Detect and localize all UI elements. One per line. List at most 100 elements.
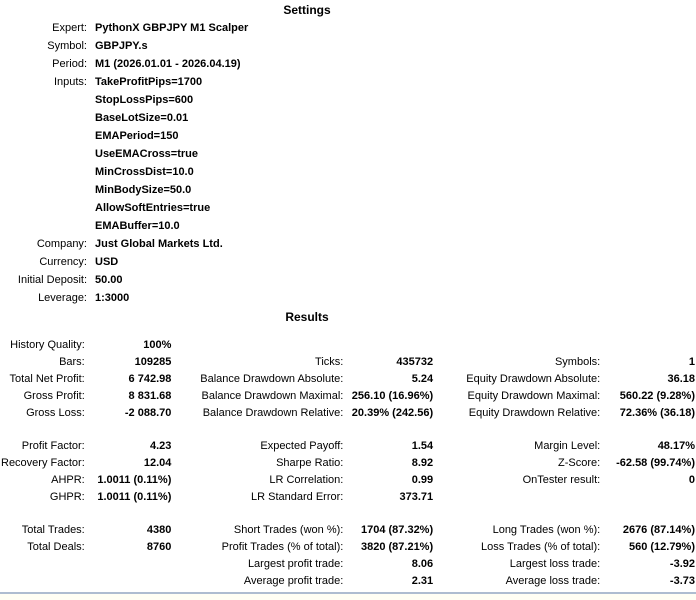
setting-label: [0, 91, 88, 109]
setting-label: [0, 127, 88, 145]
setting-value: AllowSoftEntries=true: [95, 202, 211, 214]
result-value: [89, 555, 173, 572]
settings-row: Initial Deposit: 50.00: [0, 271, 656, 289]
result-label: Total Trades:: [21, 523, 85, 536]
bottom-panel-strip: [0, 592, 696, 600]
setting-label: Inputs:: [53, 76, 87, 88]
setting-label: Symbol:: [47, 40, 87, 52]
results-table: History Quality: 100% Bars: 109285 Ticks: 435…: [0, 336, 696, 600]
result-value: 373.71: [399, 490, 434, 503]
setting-value: EMABuffer=10.0: [95, 220, 180, 232]
result-label: Expected Payoff:: [260, 439, 344, 452]
setting-value: 1:3000: [95, 292, 130, 304]
result-label: Short Trades (won %):: [233, 523, 344, 536]
results-row: History Quality: 100%: [0, 336, 696, 353]
result-value: -62.58 (99.74%): [616, 456, 695, 469]
result-label: Equity Drawdown Relative:: [468, 406, 601, 419]
result-label: Margin Level:: [534, 439, 601, 452]
result-value: 8.06: [411, 557, 434, 570]
setting-value: UseEMACross=true: [95, 148, 199, 160]
setting-label: [0, 163, 88, 181]
result-label: Gross Profit:: [23, 389, 85, 402]
result-label: Largest profit trade:: [247, 557, 344, 570]
results-row: Total Trades: 4380 Short Trades (won %): 17…: [0, 521, 696, 538]
settings-row: Expert: PythonX GBPJPY M1 Scalper: [0, 19, 656, 37]
setting-value: USD: [95, 256, 119, 268]
setting-label: [0, 199, 88, 217]
setting-label: Company:: [36, 238, 87, 250]
setting-value: 50.00: [95, 274, 123, 286]
result-label: [172, 336, 347, 353]
settings-row: EMAPeriod=150: [0, 127, 656, 145]
result-label: Average profit trade:: [243, 574, 344, 587]
result-value: 100%: [143, 338, 172, 351]
result-label: Profit Factor:: [21, 439, 85, 452]
result-label: Balance Drawdown Relative:: [202, 406, 344, 419]
setting-value: BaseLotSize=0.01: [95, 112, 189, 124]
result-value: 3820 (87.21%): [360, 540, 434, 553]
result-value: 12.04: [143, 456, 172, 469]
result-label: [434, 488, 604, 505]
settings-rows: Expert: PythonX GBPJPY M1 Scalper Symbol: G…: [0, 19, 656, 307]
result-value: -3.92: [669, 557, 695, 570]
result-label: LR Standard Error:: [251, 490, 344, 503]
result-value: 48.17%: [657, 439, 695, 452]
setting-label: [0, 145, 88, 163]
result-label: Z-Score:: [558, 456, 601, 469]
result-value: 1: [688, 355, 695, 368]
result-value: 560 (12.79%): [628, 540, 695, 553]
setting-value: M1 (2026.01.01 - 2026.04.19): [95, 58, 241, 70]
result-value: 1.54: [411, 439, 434, 452]
result-value: 0: [688, 473, 695, 486]
setting-label: Period:: [52, 58, 87, 70]
results-spacer-row: [0, 505, 696, 521]
result-label: AHPR:: [51, 473, 85, 486]
results-row: GHPR: 1.0011 (0.11%) LR Standard Error: 373…: [0, 488, 696, 505]
settings-section-title: Settings: [283, 3, 331, 17]
setting-value: EMAPeriod=150: [95, 130, 179, 142]
results-row: Profit Factor: 4.23 Expected Payoff: 1.54 Ma…: [0, 437, 696, 454]
results-row: Total Net Profit: 6 742.98 Balance Drawdow…: [0, 370, 696, 387]
result-label: Bars:: [59, 355, 85, 368]
result-label: [434, 336, 604, 353]
result-value: 2.31: [411, 574, 434, 587]
result-value: 36.18: [667, 372, 695, 385]
result-label: [0, 572, 89, 589]
result-label: Equity Drawdown Maximal:: [467, 389, 601, 402]
result-value: 5.24: [411, 372, 434, 385]
result-label: Loss Trades (% of total):: [480, 540, 601, 553]
results-row: Gross Profit: 8 831.68 Balance Drawdown Ma…: [0, 387, 696, 404]
setting-label: Expert:: [52, 22, 87, 34]
result-value: 1704 (87.32%): [360, 523, 434, 536]
result-label: Ticks:: [315, 355, 344, 368]
settings-row: EMABuffer=10.0: [0, 217, 656, 235]
result-value: 0.99: [411, 473, 434, 486]
settings-row: BaseLotSize=0.01: [0, 109, 656, 127]
result-value: -2 088.70: [124, 406, 172, 419]
result-label: Equity Drawdown Absolute:: [466, 372, 601, 385]
results-row: Gross Loss: -2 088.70 Balance Drawdown Rel…: [0, 404, 696, 421]
spacer-cell: [0, 505, 696, 521]
setting-value: GBPJPY.s: [95, 40, 148, 52]
result-label: Sharpe Ratio:: [276, 456, 344, 469]
result-value: [89, 572, 173, 589]
result-value: 4380: [146, 523, 172, 536]
result-value: 1.0011 (0.11%): [97, 490, 172, 503]
results-row: Bars: 109285 Ticks: 435732 Symbols: 1: [0, 353, 696, 370]
settings-table: Expert: PythonX GBPJPY M1 Scalper Symbol: G…: [0, 19, 656, 307]
setting-value: PythonX GBPJPY M1 Scalper: [95, 22, 249, 34]
result-label: Total Net Profit:: [9, 372, 85, 385]
setting-label: Currency:: [39, 256, 87, 268]
result-value: 2676 (87.14%): [622, 523, 695, 536]
result-label: Largest loss trade:: [509, 557, 601, 570]
settings-row: MinBodySize=50.0: [0, 181, 656, 199]
result-value: [347, 336, 434, 353]
result-label: Long Trades (won %):: [492, 523, 601, 536]
result-label: GHPR:: [49, 490, 85, 503]
settings-row: Inputs: TakeProfitPips=1700: [0, 73, 656, 91]
result-value: 8760: [146, 540, 172, 553]
result-value: 4.23: [149, 439, 172, 452]
results-spacer-row: [0, 421, 696, 437]
result-value: 20.39% (242.56): [351, 406, 434, 419]
